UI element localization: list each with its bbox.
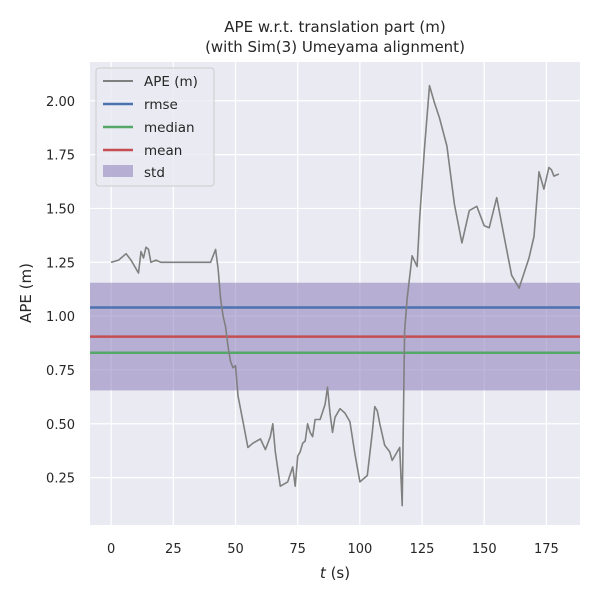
legend-median-label: median (144, 120, 195, 136)
y-tick-label: 0.25 (46, 472, 75, 487)
legend-std-swatch (103, 165, 133, 177)
y-tick-labels: 0.25 0.50 0.75 1.00 1.25 1.50 1.75 2.00 (46, 95, 75, 487)
y-tick-label: 0.50 (46, 418, 75, 433)
x-tick-labels: 0 25 50 75 100 125 150 175 (107, 542, 559, 557)
ape-series-line (110, 84, 560, 507)
stat-lines (90, 306, 580, 354)
x-tick-label: 100 (347, 542, 372, 557)
legend-ape-label: APE (m) (144, 74, 198, 90)
x-axis-label: t (s) (320, 564, 350, 582)
y-tick-label: 1.00 (46, 310, 75, 325)
x-axis-unit: (s) (326, 564, 350, 582)
x-tick-label: 0 (107, 542, 115, 557)
x-tick-label: 150 (472, 542, 497, 557)
x-tick-label: 75 (289, 542, 306, 557)
chart-title: APE w.r.t. translation part (m) (224, 18, 445, 36)
y-tick-label: 2.00 (46, 95, 75, 110)
x-tick-label: 25 (165, 542, 182, 557)
x-tick-label: 50 (227, 542, 244, 557)
legend-rmse-label: rmse (144, 97, 178, 113)
legend-mean-label: mean (144, 143, 182, 159)
y-tick-label: 0.75 (46, 364, 75, 379)
y-axis-label: APE (m) (17, 263, 35, 323)
series-layer (110, 84, 560, 507)
x-axis-variable: t (320, 564, 327, 582)
y-tick-label: 1.75 (46, 149, 75, 164)
y-tick-label: 1.25 (46, 256, 75, 271)
legend-frame (95, 67, 215, 187)
x-tick-label: 175 (534, 542, 559, 557)
x-tick-label: 125 (410, 542, 435, 557)
y-tick-label: 1.50 (46, 202, 75, 217)
legend-std-label: std (144, 165, 165, 181)
chart-subtitle: (with Sim(3) Umeyama alignment) (205, 38, 465, 56)
legend: APE (m) rmse median mean std (95, 67, 215, 187)
